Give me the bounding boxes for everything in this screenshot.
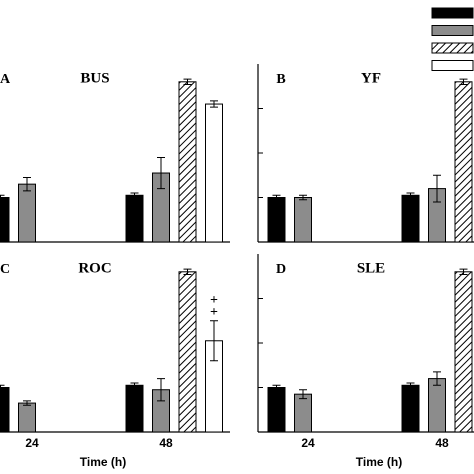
error-bar [299, 194, 307, 201]
x-tick-label: 48 [435, 436, 449, 450]
legend-swatch [431, 7, 474, 19]
panel-letter: A [0, 72, 11, 87]
bar [205, 103, 223, 243]
annotation: + [210, 305, 218, 320]
annotation: + [210, 293, 218, 308]
bar [294, 197, 312, 243]
error-bar [406, 192, 415, 198]
panel-letter: C [0, 262, 10, 277]
x-tick-label: 24 [25, 436, 39, 450]
error-bar [459, 268, 468, 275]
error-bar [0, 194, 5, 201]
error-bar [0, 384, 5, 391]
error-bar [299, 389, 307, 400]
error-bar [130, 382, 139, 388]
bar [18, 402, 36, 433]
error-bar [23, 400, 31, 406]
error-bar [272, 384, 281, 391]
error-bar [433, 371, 441, 386]
bar [125, 384, 144, 433]
x-tick-label: 24 [301, 436, 315, 450]
bar [401, 384, 420, 433]
error-bar [210, 320, 218, 362]
error-bar [183, 78, 192, 85]
legend-swatch [431, 25, 474, 36]
panel-letter: B [276, 72, 285, 87]
panel-title: BUS [80, 70, 109, 86]
x-axis-title: Time (h) [80, 455, 126, 469]
bar [0, 197, 10, 243]
x-axis-title: Time (h) [356, 455, 402, 469]
bar [125, 194, 144, 243]
x-tick-label: 48 [159, 436, 173, 450]
bar [178, 81, 197, 243]
error-bar [23, 176, 31, 192]
panel-title: ROC [78, 260, 111, 276]
bar [454, 271, 473, 433]
error-bar [433, 174, 441, 203]
bar [294, 393, 312, 433]
error-bar [459, 78, 468, 85]
error-bar [157, 156, 165, 190]
bar [0, 387, 10, 433]
bar [18, 183, 36, 243]
error-bar [157, 378, 165, 402]
legend-swatch [431, 60, 474, 71]
error-bar [210, 100, 218, 108]
bar [401, 194, 420, 243]
bar [267, 197, 286, 243]
panel-letter: D [276, 262, 286, 277]
panel-title: SLE [357, 260, 385, 276]
error-bar [272, 194, 281, 201]
legend-swatch [431, 42, 474, 54]
error-bar [406, 382, 415, 388]
bar [178, 271, 197, 433]
error-bar [183, 268, 192, 275]
bar [454, 81, 473, 243]
bar [428, 378, 446, 433]
panel-title: YF [361, 70, 381, 86]
bar [267, 387, 286, 433]
error-bar [130, 192, 139, 198]
